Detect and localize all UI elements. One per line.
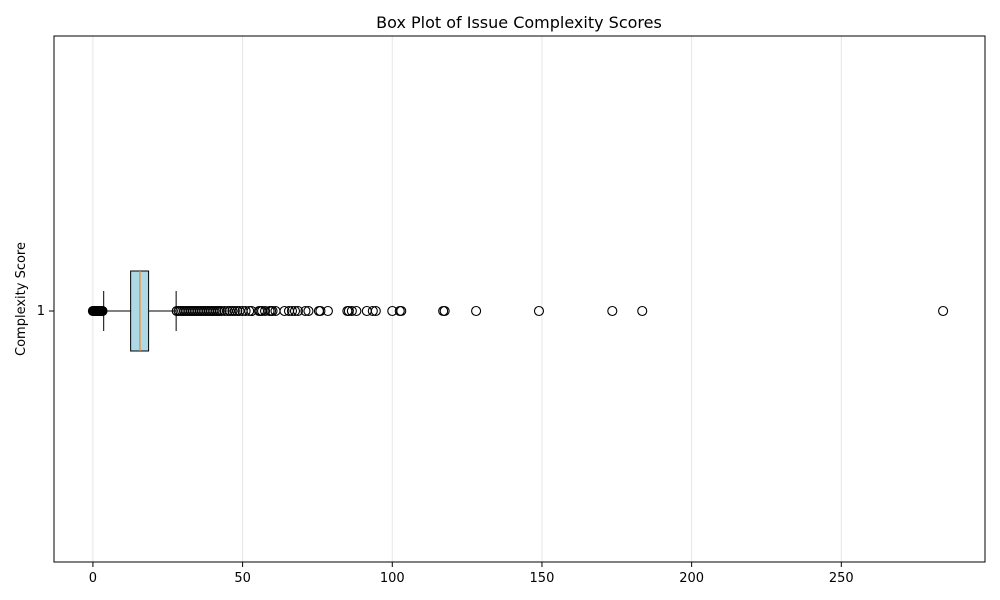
x-tick-label: 0 xyxy=(89,571,97,586)
chart-title: Box Plot of Issue Complexity Scores xyxy=(376,13,662,32)
outlier-point xyxy=(286,305,298,317)
x-tick-label: 250 xyxy=(829,571,854,586)
outlier-point xyxy=(222,305,233,317)
outlier-point xyxy=(244,305,255,317)
outlier-point xyxy=(938,305,949,317)
outlier-point xyxy=(346,305,357,317)
outlier-points xyxy=(87,305,949,317)
outlier-point xyxy=(234,305,245,317)
outlier-point xyxy=(367,305,378,317)
outlier-point xyxy=(322,305,333,317)
x-tick-label: 50 xyxy=(234,571,251,586)
outlier-point xyxy=(343,305,354,317)
outlier-point xyxy=(227,305,238,317)
outlier-point xyxy=(259,305,271,317)
outlier-point xyxy=(229,305,240,317)
outlier-point xyxy=(370,305,381,317)
x-tick-label: 100 xyxy=(380,571,405,586)
outlier-point xyxy=(303,305,314,317)
y-axis-label: Complexity Score xyxy=(14,242,29,356)
outlier-point xyxy=(607,305,618,317)
outlier-point xyxy=(279,305,290,317)
plot-area-frame xyxy=(53,35,986,563)
x-tick-label: 200 xyxy=(679,571,704,586)
x-tick-label: 150 xyxy=(530,571,555,586)
outlier-point xyxy=(292,305,304,317)
outlier-point xyxy=(267,305,278,317)
outlier-point xyxy=(97,305,108,317)
grid-lines xyxy=(92,36,842,562)
outlier-point xyxy=(224,305,236,317)
box-plot-series xyxy=(103,270,177,352)
outlier-point xyxy=(637,305,648,317)
outlier-point xyxy=(300,305,311,317)
y-tick-label: 1 xyxy=(37,304,45,319)
outlier-point xyxy=(396,305,407,317)
outlier-point xyxy=(232,305,243,317)
axes: 0 50 100 150 200 250 1 xyxy=(37,304,854,586)
outlier-point xyxy=(240,305,251,317)
outlier-point xyxy=(471,305,482,317)
outlier-point xyxy=(216,305,227,317)
outlier-point xyxy=(439,305,450,317)
outlier-point xyxy=(289,305,301,317)
outlier-point xyxy=(315,305,326,317)
outlier-point xyxy=(351,305,362,317)
outlier-point xyxy=(533,305,545,317)
outlier-point xyxy=(219,305,230,317)
